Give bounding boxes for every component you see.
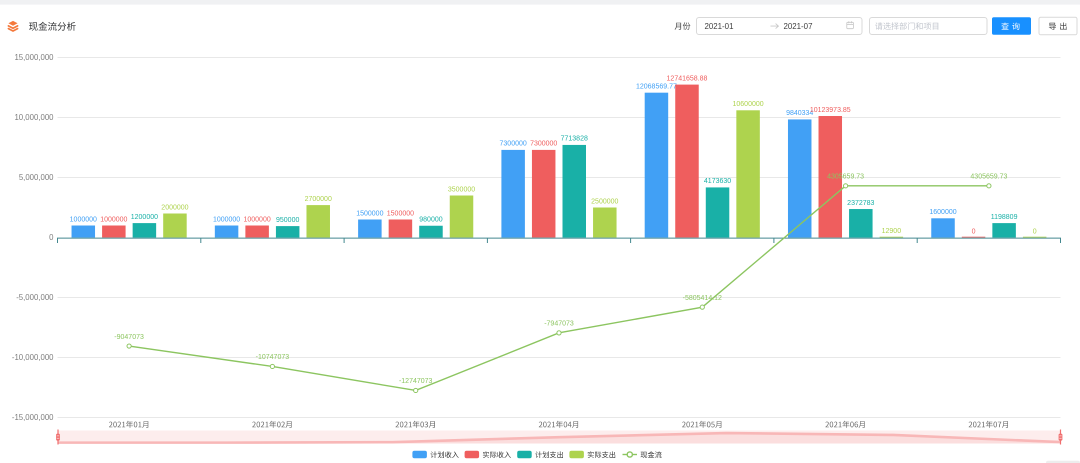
svg-text:-5805414.12: -5805414.12: [683, 295, 722, 302]
svg-text:2700000: 2700000: [305, 196, 332, 203]
svg-text:4305659.73: 4305659.73: [827, 174, 864, 181]
svg-text:4173630: 4173630: [704, 178, 731, 185]
svg-text:7300000: 7300000: [500, 141, 527, 148]
svg-text:0: 0: [49, 233, 54, 242]
svg-text:10,000,000: 10,000,000: [14, 113, 54, 122]
svg-text:9840334: 9840334: [786, 110, 813, 117]
svg-text:1000000: 1000000: [213, 216, 240, 223]
svg-text:-10,000,000: -10,000,000: [12, 353, 54, 362]
svg-text:-10747073: -10747073: [256, 354, 290, 361]
svg-text:1600000: 1600000: [929, 209, 956, 216]
svg-text:-12747073: -12747073: [399, 378, 433, 385]
svg-text:-5,000,000: -5,000,000: [16, 293, 54, 302]
svg-text:15,000,000: 15,000,000: [14, 53, 54, 62]
svg-text:-7947073: -7947073: [544, 321, 574, 328]
svg-text:12068569.77: 12068569.77: [636, 83, 677, 90]
svg-text:2372783: 2372783: [847, 200, 874, 207]
svg-text:2021-07: 2021-07: [784, 22, 813, 31]
svg-text:12741658.88: 12741658.88: [667, 75, 708, 82]
svg-text:1198809: 1198809: [991, 214, 1018, 221]
svg-text:2500000: 2500000: [591, 198, 618, 205]
svg-text:3500000: 3500000: [448, 186, 475, 193]
svg-text:4305659.73: 4305659.73: [970, 174, 1007, 181]
svg-text:5,000,000: 5,000,000: [19, 173, 54, 182]
svg-text:1000000: 1000000: [243, 216, 270, 223]
svg-text:-15,000,000: -15,000,000: [12, 413, 54, 422]
svg-text:10600000: 10600000: [733, 101, 764, 108]
svg-text:1000000: 1000000: [100, 216, 127, 223]
svg-text:0: 0: [1033, 228, 1037, 235]
svg-text:2021-01: 2021-01: [705, 22, 734, 31]
svg-text:-9047073: -9047073: [114, 334, 144, 341]
svg-text:1000000: 1000000: [70, 216, 97, 223]
svg-text:2000000: 2000000: [161, 204, 188, 211]
svg-text:1500000: 1500000: [387, 210, 414, 217]
svg-text:1200000: 1200000: [131, 214, 158, 221]
svg-text:12900: 12900: [882, 228, 902, 235]
svg-text:7300000: 7300000: [530, 141, 557, 148]
svg-text:0: 0: [972, 228, 976, 235]
svg-text:980000: 980000: [419, 217, 442, 224]
svg-text:7713828: 7713828: [561, 136, 588, 143]
svg-text:950000: 950000: [276, 217, 299, 224]
svg-text:1500000: 1500000: [356, 210, 383, 217]
svg-text:10123973.85: 10123973.85: [810, 107, 851, 114]
